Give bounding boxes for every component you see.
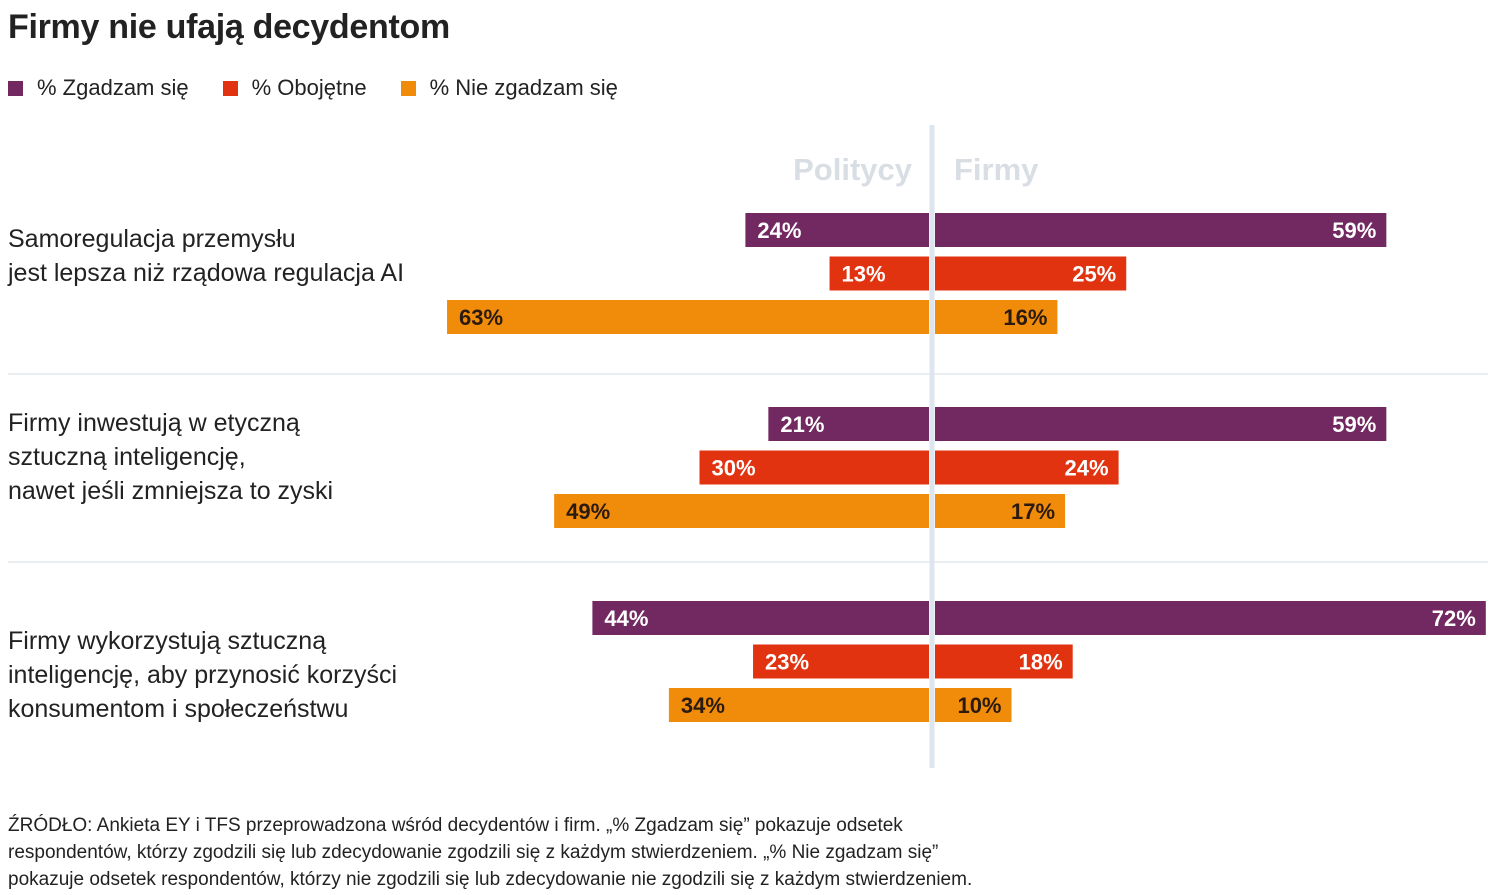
value-label-politycy-c1-s2: 13% <box>842 262 886 287</box>
bar-firmy-c3-s2 <box>935 644 1073 679</box>
bar-firmy-c2-s2 <box>935 450 1119 485</box>
legend-item-disagree: % Nie zgadzam się <box>400 75 618 101</box>
value-label-politycy-c3-s3: 34% <box>681 693 725 718</box>
bar-politycy-c2-s1 <box>768 407 929 441</box>
legend: % Zgadzam się % Obojętne % Nie zgadzam s… <box>8 75 652 101</box>
bar-firmy-c3-s3 <box>935 688 1012 722</box>
bar-politycy-c1-s2 <box>829 256 929 291</box>
value-label-firmy-c2-s2: 24% <box>1065 456 1109 481</box>
bar-firmy-c1-s2 <box>935 256 1127 291</box>
bar-politycy-c3-s2 <box>753 644 929 679</box>
value-label-firmy-c1-s3: 16% <box>1003 305 1047 330</box>
value-label-politycy-c2-s2: 30% <box>712 456 756 481</box>
value-label-politycy-c2-s1: 21% <box>780 412 824 437</box>
value-label-politycy-c1-s1: 24% <box>757 218 801 243</box>
bar-firmy-c1-s1 <box>935 213 1387 247</box>
bar-firmy-c1-s3 <box>935 300 1058 334</box>
category-label-2: Firmy inwestują w etyczną sztuczną intel… <box>8 406 333 508</box>
group-label-firmy: Firmy <box>954 152 1039 187</box>
value-label-firmy-c2-s1: 59% <box>1332 412 1376 437</box>
bar-firmy-c2-s1 <box>935 407 1387 441</box>
legend-item-agree: % Zgadzam się <box>8 75 189 101</box>
bar-politycy-c3-s3 <box>668 688 929 722</box>
legend-swatch-neutral <box>222 80 238 96</box>
center-divider <box>929 125 935 768</box>
category-1-line-1: Samoregulacja przemysłu <box>8 225 296 253</box>
bar-politycy-c2-s3 <box>554 494 929 528</box>
category-3-line-1: Firmy wykorzystują sztuczną <box>8 627 327 655</box>
category-2-line-1: Firmy inwestują w etyczną <box>8 409 300 437</box>
legend-label-neutral: % Obojętne <box>251 75 367 100</box>
category-label-1: Samoregulacja przemysłu jest lepsza niż … <box>8 222 404 290</box>
value-label-firmy-c1-s1: 59% <box>1332 218 1376 243</box>
value-label-firmy-c2-s3: 17% <box>1011 499 1055 524</box>
bar-firmy-c2-s3 <box>935 494 1066 528</box>
category-1-line-2: jest lepsza niż rządowa regulacja AI <box>8 259 405 287</box>
value-label-politycy-c1-s3: 63% <box>459 305 503 330</box>
bar-politycy-c2-s2 <box>699 450 929 485</box>
legend-label-disagree: % Nie zgadzam się <box>429 75 618 100</box>
value-label-firmy-c1-s2: 25% <box>1072 262 1116 287</box>
value-label-politycy-c2-s3: 49% <box>566 499 610 524</box>
source-note-line-1: ŹRÓDŁO: Ankieta EY i TFS przeprowadzona … <box>8 815 903 836</box>
bar-politycy-c3-s1 <box>592 601 929 635</box>
category-2-line-3: nawet jeśli zmniejsza to zyski <box>8 477 334 505</box>
category-2-line-2: sztuczną inteligencję, <box>8 443 246 471</box>
chart-title: Firmy nie ufają decydentom <box>8 8 450 46</box>
category-label-3: Firmy wykorzystują sztuczną inteligencję… <box>8 624 397 726</box>
source-note-line-2: respondentów, którzy zgodzili się lub zd… <box>8 842 939 863</box>
source-note-line-3: pokazuje odsetek respondentów, którzy ni… <box>8 869 973 890</box>
category-3-line-3: konsumentom i społeczeństwu <box>8 695 349 723</box>
legend-swatch-disagree <box>400 80 416 96</box>
value-label-firmy-c3-s1: 72% <box>1432 606 1476 631</box>
legend-label-agree: % Zgadzam się <box>37 75 189 100</box>
legend-swatch-agree <box>8 80 23 96</box>
value-label-politycy-c3-s2: 23% <box>765 650 809 675</box>
bar-politycy-c1-s1 <box>745 213 929 247</box>
bar-firmy-c3-s1 <box>935 601 1486 635</box>
value-label-politycy-c3-s1: 44% <box>604 606 648 631</box>
category-3-line-2: inteligencję, aby przynosić korzyści <box>8 661 398 689</box>
source-note: ŹRÓDŁO: Ankieta EY i TFS przeprowadzona … <box>8 812 1088 893</box>
value-label-firmy-c3-s3: 10% <box>957 693 1001 718</box>
bar-politycy-c1-s3 <box>447 300 929 334</box>
legend-item-neutral: % Obojętne <box>222 75 367 101</box>
group-label-politycy: Politycy <box>793 152 913 187</box>
value-label-firmy-c3-s2: 18% <box>1019 650 1063 675</box>
